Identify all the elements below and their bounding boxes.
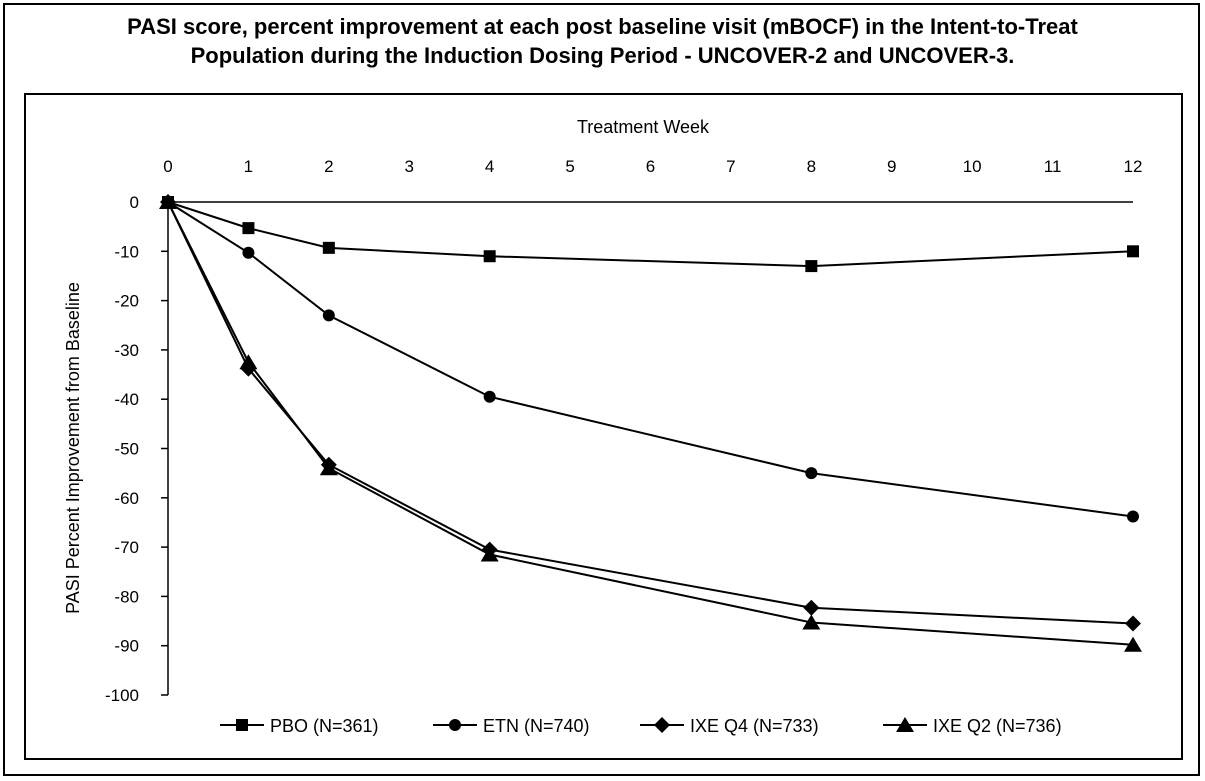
- data-point-diamond: [1125, 615, 1141, 632]
- data-point-square: [322, 241, 335, 254]
- x-tick-label: 4: [485, 157, 494, 176]
- x-tick-label: 2: [324, 157, 333, 176]
- data-point-circle: [242, 246, 255, 259]
- data-point-square: [242, 222, 255, 235]
- data-point-triangle: [159, 194, 177, 209]
- series-layer: [159, 194, 1142, 652]
- data-point-circle: [805, 467, 818, 480]
- series-square: [162, 196, 1139, 273]
- x-tick-label: 5: [565, 157, 574, 176]
- y-tick-label: -30: [114, 341, 139, 360]
- series-diamond: [160, 194, 1141, 632]
- legend-item: ETN (N=740): [433, 716, 590, 736]
- legend-label: IXE Q4 (N=733): [690, 716, 819, 736]
- x-tick-label: 12: [1124, 157, 1143, 176]
- legend-item: IXE Q4 (N=733): [640, 716, 819, 736]
- data-point-circle: [1127, 510, 1139, 523]
- data-point-triangle: [1124, 636, 1142, 652]
- data-point-triangle: [319, 460, 338, 476]
- y-tick-label: -40: [114, 390, 139, 409]
- series-line: [167, 201, 1134, 646]
- plot-frame: [24, 93, 1183, 760]
- data-point-circle: [322, 309, 335, 322]
- x-tick-label: 8: [807, 157, 816, 176]
- legend-item: IXE Q2 (N=736): [883, 716, 1062, 736]
- data-point-triangle: [239, 354, 258, 370]
- x-tick-label: 6: [646, 157, 655, 176]
- legend-marker-circle: [449, 719, 461, 731]
- legend-item: PBO (N=361): [220, 716, 379, 736]
- legend-label: IXE Q2 (N=736): [933, 716, 1062, 736]
- y-tick-label: -70: [114, 538, 139, 557]
- series-line: [167, 201, 1134, 518]
- y-tick-label: -100: [105, 686, 139, 705]
- data-point-triangle: [802, 614, 821, 630]
- chart-title: PASI score, percent improvement at each …: [0, 12, 1205, 70]
- legend: PBO (N=361) ETN (N=740) IXE Q4 (N=733) IXE …: [220, 716, 1062, 736]
- series-triangle: [159, 194, 1142, 652]
- x-tick-label: 1: [244, 157, 253, 176]
- chart-title-line-1: PASI score, percent improvement at each …: [127, 14, 1078, 39]
- x-tick-label: 3: [405, 157, 414, 176]
- y-tick-label: 0: [130, 193, 139, 212]
- legend-label: PBO (N=361): [270, 716, 379, 736]
- data-point-square: [805, 260, 818, 273]
- outer-frame: [3, 3, 1200, 776]
- series-line: [167, 201, 1134, 268]
- x-tick-label: 7: [726, 157, 735, 176]
- chart-title-line-2: Population during the Induction Dosing P…: [190, 43, 1015, 68]
- data-point-square: [483, 250, 496, 263]
- series-circle: [162, 196, 1139, 523]
- x-tick-label: 9: [887, 157, 896, 176]
- y-tick-label: -60: [114, 489, 139, 508]
- y-tick-label: -20: [114, 292, 139, 311]
- y-tick-label: -90: [114, 637, 139, 656]
- x-tick-label: 10: [963, 157, 982, 176]
- y-tick-label: -10: [114, 242, 139, 261]
- series-line: [167, 201, 1134, 625]
- y-tick-label: -50: [114, 440, 139, 459]
- data-point-triangle: [480, 546, 499, 562]
- legend-marker-square: [236, 719, 248, 731]
- y-tick-label: -80: [114, 587, 139, 606]
- data-point-circle: [483, 390, 496, 403]
- legend-marker-diamond: [654, 717, 670, 733]
- legend-label: ETN (N=740): [483, 716, 590, 736]
- legend-marker-triangle: [896, 717, 914, 732]
- y-axis-title: PASI Percent Improvement from Baseline: [63, 282, 83, 614]
- x-tick-label: 11: [1044, 157, 1062, 176]
- data-point-square: [1127, 245, 1139, 258]
- x-axis-title: Treatment Week: [577, 117, 710, 137]
- x-tick-label: 0: [163, 157, 172, 176]
- data-point-diamond: [803, 599, 820, 616]
